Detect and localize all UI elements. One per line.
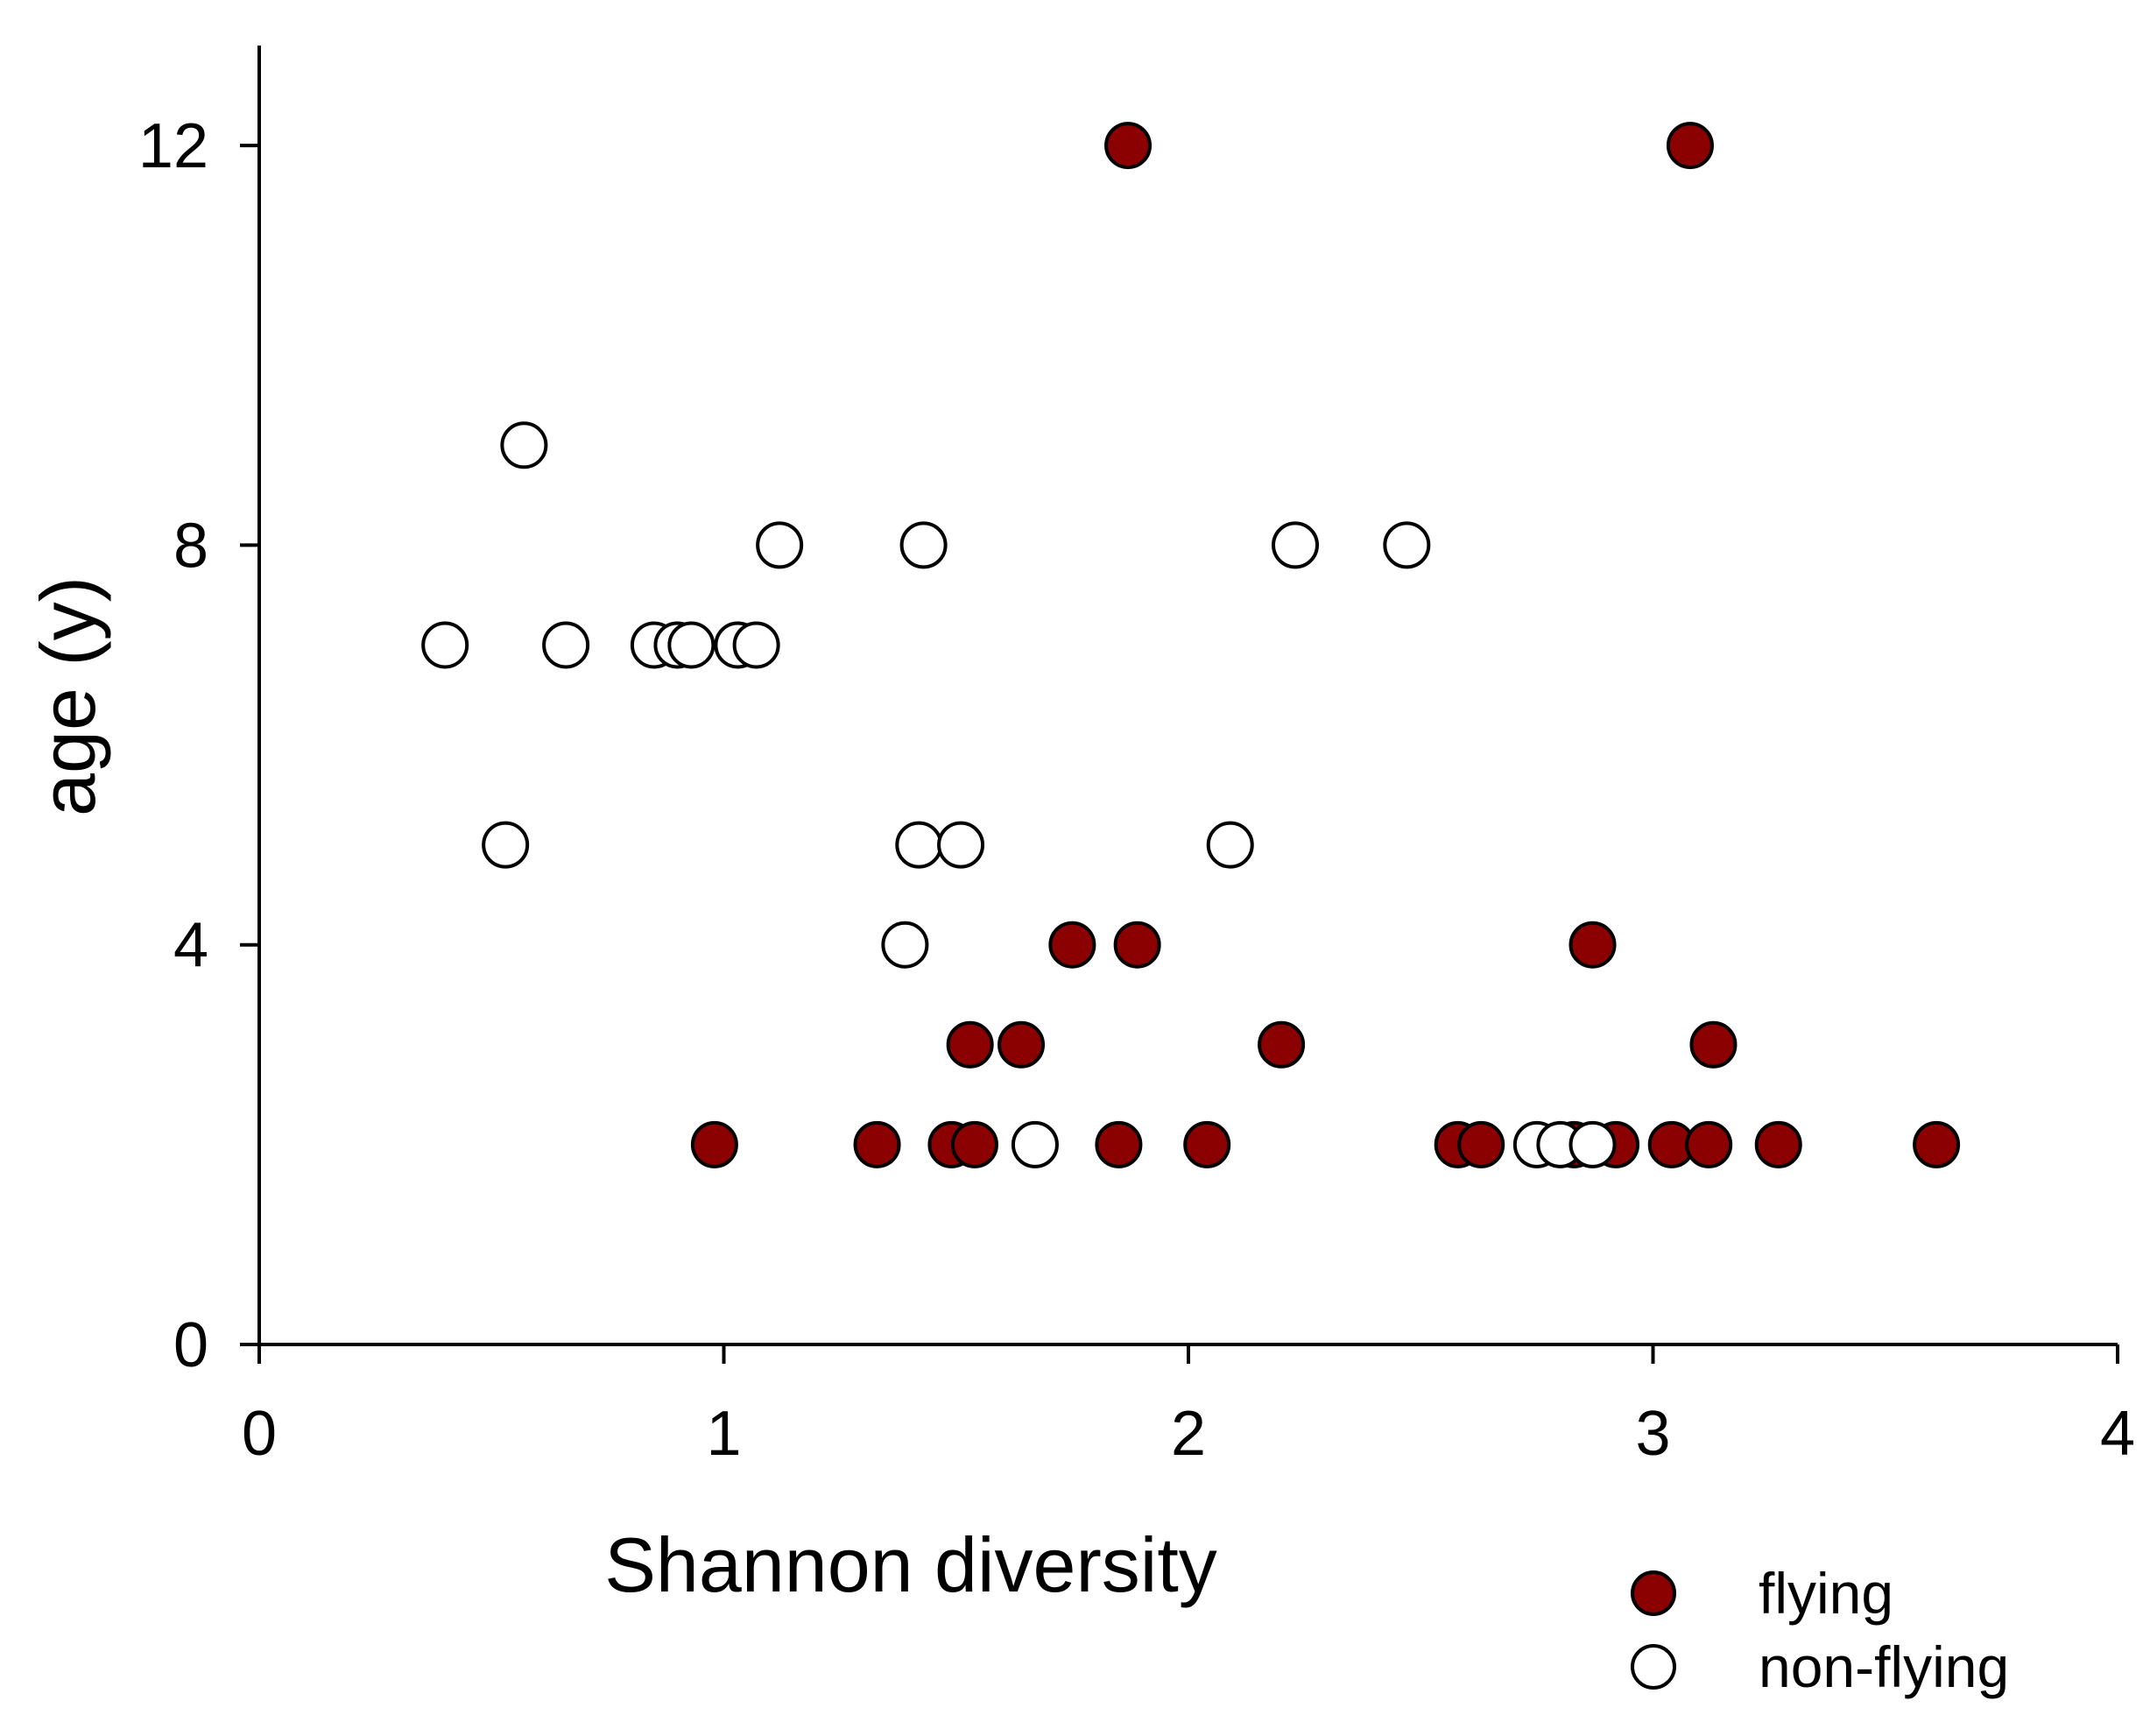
data-point-flying	[1689, 1020, 1738, 1069]
data-point-flying	[1095, 1120, 1143, 1168]
data-point-non-flying	[1383, 521, 1431, 569]
y-tick-label: 8	[173, 511, 208, 581]
legend-item-flying: flying	[1631, 1561, 1893, 1626]
data-point-non-flying	[899, 521, 948, 569]
y-axis: 0 4 8 12	[138, 46, 261, 1380]
data-points	[421, 122, 1961, 1168]
x-tick-label: 1	[706, 1399, 741, 1469]
data-point-flying	[950, 1120, 998, 1168]
data-point-non-flying	[1568, 1120, 1617, 1168]
data-point-non-flying	[1206, 821, 1254, 869]
legend-label-non-flying: non-flying	[1759, 1634, 2009, 1699]
legend-marker-flying	[1631, 1570, 1676, 1616]
data-point-flying	[1666, 122, 1714, 170]
data-point-non-flying	[937, 821, 985, 869]
data-point-flying	[1913, 1120, 1961, 1168]
legend-item-non-flying: non-flying	[1631, 1634, 2009, 1699]
data-point-non-flying	[482, 821, 530, 869]
legend: flying non-flying	[1631, 1561, 2009, 1699]
data-point-flying	[997, 1020, 1046, 1069]
data-point-flying	[1685, 1120, 1733, 1168]
data-point-flying	[1048, 921, 1096, 969]
x-tick-label: 0	[242, 1399, 277, 1469]
legend-label-flying: flying	[1759, 1561, 1893, 1626]
data-point-flying	[1568, 921, 1617, 969]
x-axis-title: Shannon diversity	[604, 1521, 1217, 1608]
data-point-non-flying	[732, 621, 780, 669]
y-tick-label: 0	[173, 1310, 208, 1380]
data-point-non-flying	[895, 821, 943, 869]
data-point-non-flying	[542, 621, 590, 669]
data-point-flying	[1104, 122, 1153, 170]
data-point-flying	[1113, 921, 1161, 969]
y-ticks: 0 4 8 12	[138, 111, 259, 1380]
x-tick-label: 3	[1635, 1399, 1670, 1469]
data-point-flying	[946, 1020, 994, 1069]
x-tick-label: 4	[2100, 1399, 2135, 1469]
data-point-non-flying	[421, 621, 469, 669]
y-axis-title: age (y)	[25, 576, 111, 816]
data-point-non-flying	[1272, 521, 1320, 569]
data-point-non-flying	[756, 521, 804, 569]
data-point-non-flying	[881, 921, 929, 969]
data-point-non-flying	[1011, 1120, 1059, 1168]
data-point-non-flying	[667, 621, 715, 669]
y-tick-label: 4	[173, 911, 208, 981]
data-point-non-flying	[500, 421, 548, 469]
data-point-flying	[1754, 1120, 1802, 1168]
data-point-flying	[1457, 1120, 1505, 1168]
legend-marker-non-flying	[1631, 1644, 1676, 1690]
y-tick-label: 12	[138, 111, 208, 181]
data-point-flying	[853, 1120, 901, 1168]
x-axis: 0 1 2 3 4	[242, 1343, 2135, 1469]
x-tick-label: 2	[1171, 1399, 1206, 1469]
data-point-flying	[690, 1120, 738, 1168]
data-point-flying	[1183, 1120, 1231, 1168]
data-point-flying	[1258, 1020, 1306, 1069]
x-ticks: 0 1 2 3 4	[242, 1344, 2135, 1469]
